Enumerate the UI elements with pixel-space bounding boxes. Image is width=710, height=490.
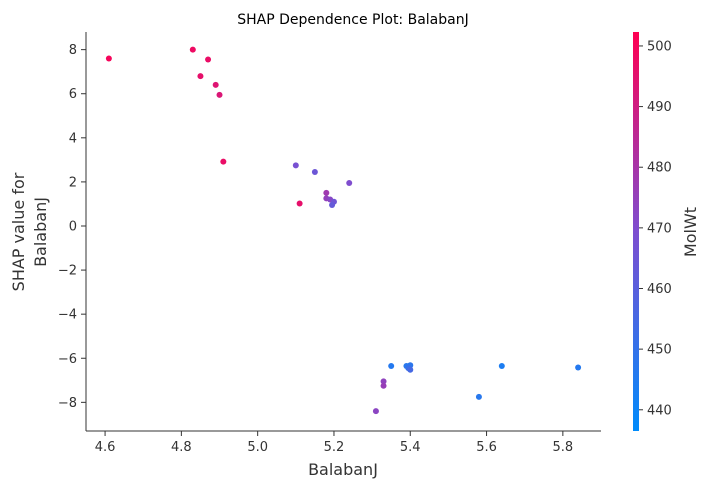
- data-point: [212, 81, 219, 88]
- colorbar-tick-label: 440: [647, 403, 672, 418]
- axes: 4.6 4.8 5.0 5.2 5.4 5.6 5.8 −8 −6 −4 −2 0 2 4 6 8: [58, 32, 601, 455]
- x-ticks: 4.6 4.8 5.0 5.2 5.4 5.6 5.8: [95, 431, 573, 455]
- y-axis-label: SHAP value for BalabanJ: [9, 172, 50, 291]
- x-tick-label: 5.6: [476, 440, 497, 455]
- data-point: [407, 366, 414, 373]
- chart-title: SHAP Dependence Plot: BalabanJ: [237, 12, 468, 28]
- data-point: [329, 202, 336, 209]
- data-point: [220, 158, 227, 165]
- y-tick-label: 6: [69, 87, 77, 102]
- data-point: [380, 378, 387, 385]
- data-point: [372, 408, 379, 415]
- x-axis-label: BalabanJ: [308, 460, 378, 479]
- colorbar: 440 450 460 470 480 490 500 MolWt: [633, 32, 700, 431]
- colorbar-tick-label: 450: [647, 343, 672, 358]
- data-point: [575, 364, 582, 371]
- colorbar-tick-label: 490: [647, 100, 672, 115]
- data-point: [380, 382, 387, 389]
- data-point: [197, 73, 204, 80]
- y-tick-label: −8: [58, 396, 77, 411]
- y-tick-label: 4: [69, 131, 77, 146]
- y-tick-label: 0: [69, 219, 77, 234]
- colorbar-tick-label: 460: [647, 282, 672, 297]
- data-points: [105, 46, 582, 415]
- data-point: [292, 162, 299, 169]
- data-point: [323, 189, 330, 196]
- colorbar-tick-label: 480: [647, 161, 672, 176]
- data-point: [216, 91, 223, 98]
- colorbar-tick-label: 500: [647, 39, 672, 54]
- y-tick-label: −6: [58, 352, 77, 367]
- data-point: [205, 56, 212, 63]
- data-point: [296, 200, 303, 207]
- x-tick-label: 4.8: [171, 440, 192, 455]
- y-tick-label: −4: [58, 308, 77, 323]
- x-tick-label: 5.8: [553, 440, 574, 455]
- data-point: [346, 180, 353, 187]
- x-tick-label: 5.0: [247, 440, 268, 455]
- y-tick-label: 8: [69, 43, 77, 58]
- data-point: [388, 362, 395, 369]
- colorbar-gradient: [633, 32, 639, 431]
- data-point: [189, 46, 196, 53]
- data-point: [105, 55, 112, 62]
- colorbar-label: MolWt: [681, 207, 700, 257]
- x-tick-label: 5.2: [324, 440, 345, 455]
- data-point: [311, 168, 318, 175]
- x-tick-label: 5.4: [400, 440, 421, 455]
- y-tick-label: −2: [58, 264, 77, 279]
- y-axis-label-line-1: SHAP value for: [9, 172, 28, 291]
- colorbar-tick-label: 470: [647, 221, 672, 236]
- colorbar-ticks: 440 450 460 470 480 490 500: [639, 39, 672, 418]
- y-axis-label-line-2: BalabanJ: [31, 197, 50, 267]
- data-point: [475, 393, 482, 400]
- data-point: [498, 362, 505, 369]
- y-ticks: −8 −6 −4 −2 0 2 4 6 8: [58, 43, 86, 411]
- x-tick-label: 4.6: [95, 440, 116, 455]
- y-tick-label: 2: [69, 175, 77, 190]
